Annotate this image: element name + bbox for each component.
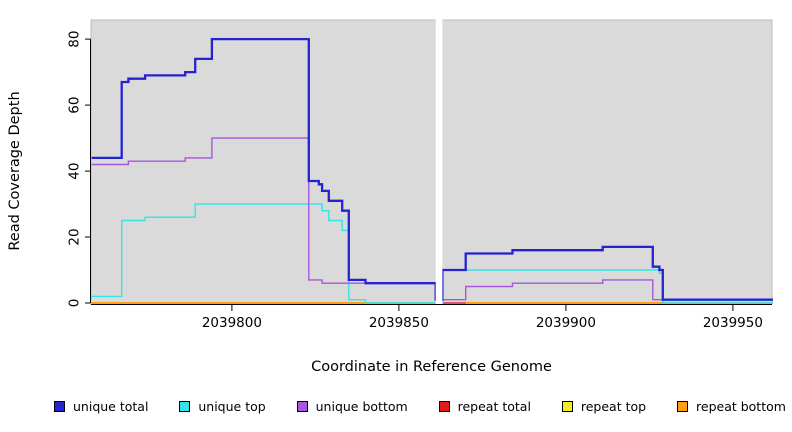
- legend-label-repeat-total: repeat total: [457, 398, 531, 414]
- x-tick-label: 2039800: [202, 315, 262, 331]
- legend-item-repeat-top: repeat top: [561, 398, 647, 414]
- x-tick-label: 2039950: [703, 315, 763, 331]
- legend-label-unique-bottom: unique bottom: [315, 398, 408, 414]
- y-tick-label: 20: [67, 228, 83, 245]
- x-tick-label: 2039900: [536, 315, 596, 331]
- legend-label-repeat-top: repeat top: [580, 398, 647, 414]
- legend-label-repeat-bottom: repeat bottom: [696, 398, 786, 414]
- legend-item-unique-bottom: unique bottom: [296, 398, 408, 414]
- y-tick-label: 80: [67, 31, 83, 48]
- legend-item-unique-top: unique top: [179, 398, 266, 414]
- y-tick-label: 40: [67, 163, 83, 180]
- legend-swatch-unique-total: [54, 400, 65, 412]
- x-tick-label: 2039850: [369, 315, 429, 331]
- legend-swatch-unique-top: [179, 400, 191, 412]
- legend-label-unique-top: unique top: [198, 398, 266, 414]
- y-axis-title: Read Coverage Depth: [7, 91, 23, 251]
- legend-swatch-repeat-bottom: [677, 400, 689, 412]
- legend-item-repeat-total: repeat total: [438, 398, 531, 414]
- plot-panel: [90, 19, 773, 305]
- y-tick-label: 60: [67, 97, 83, 114]
- legend-item-repeat-bottom: repeat bottom: [677, 399, 786, 414]
- coverage-gap-band: [435, 19, 443, 305]
- legend-item-unique-total: unique total: [54, 399, 148, 414]
- x-axis-title: Coordinate in Reference Genome: [311, 359, 552, 375]
- coverage-plot: 0 20 40 60 80 2039800 2039850 2039900 2039950: [67, 19, 773, 331]
- legend: unique total unique top unique bottom repea…: [54, 397, 786, 415]
- y-tick-label: 0: [67, 299, 83, 308]
- legend-swatch-unique-bottom: [296, 400, 308, 412]
- legend-swatch-repeat-top: [561, 400, 573, 412]
- legend-label-unique-total: unique total: [73, 398, 149, 414]
- series-unique-total: [91, 37, 773, 301]
- legend-swatch-repeat-total: [438, 400, 450, 412]
